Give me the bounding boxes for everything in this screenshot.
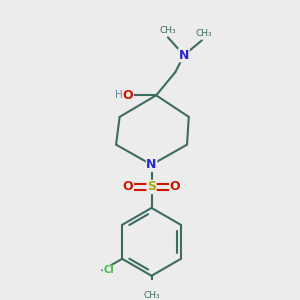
- Text: CH₃: CH₃: [143, 291, 160, 300]
- Text: O: O: [123, 180, 134, 194]
- Text: S: S: [147, 180, 156, 194]
- Text: N: N: [146, 158, 157, 171]
- Text: O: O: [170, 180, 180, 194]
- Text: N: N: [179, 49, 189, 62]
- Text: H: H: [115, 90, 123, 100]
- Text: O: O: [122, 89, 133, 102]
- Text: Cl: Cl: [103, 266, 114, 275]
- Text: CH₃: CH₃: [160, 26, 176, 35]
- Text: CH₃: CH₃: [195, 29, 212, 38]
